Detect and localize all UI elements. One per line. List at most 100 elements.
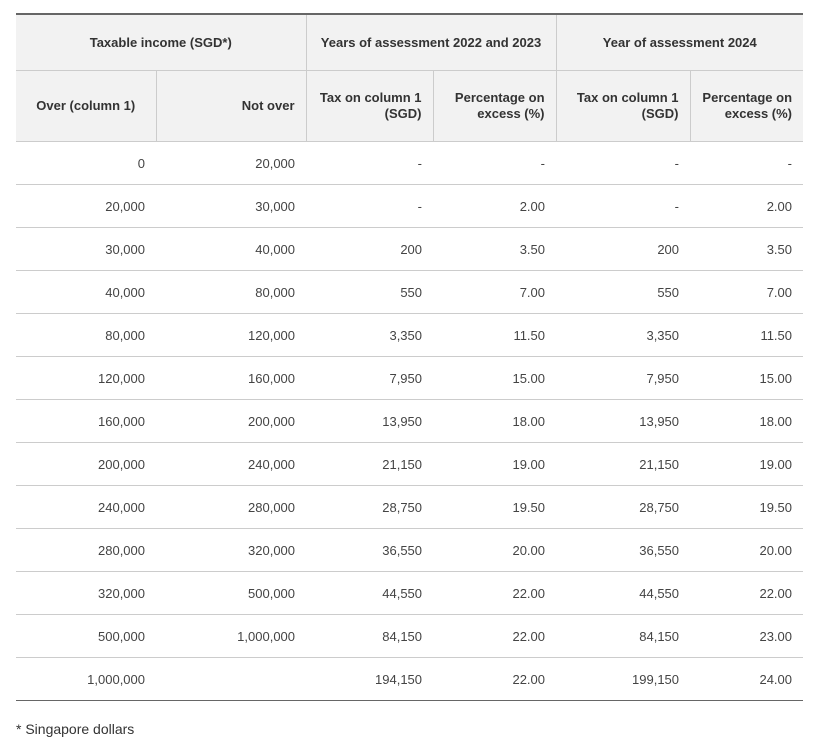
- cell-tax-2024: -: [556, 184, 691, 228]
- cell-tax-2022-2023: 7,950: [306, 356, 434, 400]
- header-over-column-1: Over (column 1): [16, 70, 157, 142]
- cell-tax-2024: 84,150: [556, 614, 691, 658]
- table-row: 320,000 500,000 44,550 22.00 44,550 22.00: [16, 571, 804, 615]
- footnote: * Singapore dollars: [16, 721, 135, 737]
- cell-over: 1,000,000: [16, 657, 156, 701]
- cell-over: 160,000: [16, 399, 156, 443]
- cell-pct-2022-2023: 19.00: [433, 442, 557, 486]
- cell-pct-2022-2023: 19.50: [433, 485, 557, 529]
- cell-pct-2024: 11.50: [690, 313, 804, 357]
- cell-over: 280,000: [16, 528, 156, 572]
- table-row: 80,000 120,000 3,350 11.50 3,350 11.50: [16, 313, 804, 357]
- header-taxable-income: Taxable income (SGD*): [16, 13, 307, 71]
- cell-not-over: 320,000: [156, 528, 307, 572]
- cell-tax-2024: 28,750: [556, 485, 691, 529]
- cell-not-over: 40,000: [156, 227, 307, 271]
- cell-not-over: [156, 657, 307, 701]
- cell-pct-2024: 7.00: [690, 270, 804, 314]
- cell-tax-2024: 7,950: [556, 356, 691, 400]
- cell-pct-2022-2023: 2.00: [433, 184, 557, 228]
- table-row: 40,000 80,000 550 7.00 550 7.00: [16, 270, 804, 314]
- cell-tax-2024: 21,150: [556, 442, 691, 486]
- cell-tax-2022-2023: 550: [306, 270, 434, 314]
- cell-pct-2022-2023: 20.00: [433, 528, 557, 572]
- cell-not-over: 160,000: [156, 356, 307, 400]
- cell-pct-2024: 22.00: [690, 571, 804, 615]
- cell-pct-2024: 15.00: [690, 356, 804, 400]
- header-tax-on-column-1-2024: Tax on column 1 (SGD): [555, 70, 691, 142]
- header-ya-2024: Year of assessment 2024: [555, 13, 804, 71]
- header-row-group: Taxable income (SGD*) Years of assessmen…: [16, 13, 804, 71]
- cell-pct-2022-2023: -: [433, 141, 557, 185]
- cell-not-over: 80,000: [156, 270, 307, 314]
- cell-not-over: 500,000: [156, 571, 307, 615]
- cell-not-over: 240,000: [156, 442, 307, 486]
- cell-tax-2024: 13,950: [556, 399, 691, 443]
- cell-pct-2024: 23.00: [690, 614, 804, 658]
- cell-not-over: 120,000: [156, 313, 307, 357]
- cell-pct-2024: 20.00: [690, 528, 804, 572]
- table-header: Taxable income (SGD*) Years of assessmen…: [16, 13, 804, 142]
- header-percentage-on-excess-2024: Percentage on excess (%): [689, 70, 804, 142]
- cell-over: 0: [16, 141, 156, 185]
- header-ya-2022-2023: Years of assessment 2022 and 2023: [305, 13, 557, 71]
- cell-pct-2024: 19.00: [690, 442, 804, 486]
- cell-tax-2024: 550: [556, 270, 691, 314]
- header-not-over: Not over: [155, 70, 307, 142]
- cell-tax-2022-2023: 84,150: [306, 614, 434, 658]
- cell-tax-2024: 3,350: [556, 313, 691, 357]
- cell-pct-2022-2023: 11.50: [433, 313, 557, 357]
- cell-tax-2024: 36,550: [556, 528, 691, 572]
- tax-rate-table: Taxable income (SGD*) Years of assessmen…: [16, 13, 804, 701]
- cell-over: 240,000: [16, 485, 156, 529]
- cell-pct-2024: 2.00: [690, 184, 804, 228]
- cell-pct-2022-2023: 7.00: [433, 270, 557, 314]
- cell-tax-2024: 200: [556, 227, 691, 271]
- cell-pct-2022-2023: 15.00: [433, 356, 557, 400]
- cell-pct-2024: 19.50: [690, 485, 804, 529]
- cell-over: 20,000: [16, 184, 156, 228]
- table-row: 30,000 40,000 200 3.50 200 3.50: [16, 227, 804, 271]
- table-row: 160,000 200,000 13,950 18.00 13,950 18.00: [16, 399, 804, 443]
- cell-tax-2022-2023: 44,550: [306, 571, 434, 615]
- table-body: 0 20,000- - - -20,000 30,000-2.00-2.00 30,000 4…: [16, 141, 804, 701]
- cell-pct-2024: -: [690, 141, 804, 185]
- cell-not-over: 200,000: [156, 399, 307, 443]
- cell-over: 200,000: [16, 442, 156, 486]
- table-row: 200,000 240,000 21,150 19.00 21,150 19.00: [16, 442, 804, 486]
- cell-not-over: 30,000: [156, 184, 307, 228]
- cell-tax-2022-2023: 36,550: [306, 528, 434, 572]
- cell-not-over: 280,000: [156, 485, 307, 529]
- header-tax-on-column-1-2022-2023: Tax on column 1 (SGD): [305, 70, 434, 142]
- tax-rate-table-container: Taxable income (SGD*) Years of assessmen…: [16, 13, 804, 701]
- cell-pct-2022-2023: 18.00: [433, 399, 557, 443]
- header-percentage-on-excess-2022-2023: Percentage on excess (%): [432, 70, 557, 142]
- cell-pct-2022-2023: 22.00: [433, 571, 557, 615]
- cell-over: 120,000: [16, 356, 156, 400]
- cell-tax-2022-2023: 3,350: [306, 313, 434, 357]
- cell-over: 30,000: [16, 227, 156, 271]
- cell-tax-2022-2023: 13,950: [306, 399, 434, 443]
- cell-pct-2022-2023: 22.00: [433, 657, 557, 701]
- table-row: 280,000 320,000 36,550 20.00 36,550 20.00: [16, 528, 804, 572]
- cell-pct-2022-2023: 22.00: [433, 614, 557, 658]
- table-row: 120,000 160,000 7,950 15.00 7,950 15.00: [16, 356, 804, 400]
- cell-tax-2022-2023: -: [306, 141, 434, 185]
- cell-over: 320,000: [16, 571, 156, 615]
- cell-not-over: 1,000,000: [156, 614, 307, 658]
- table-row: 1,000,000 194,150 22.00 199,150 24.00: [16, 657, 804, 701]
- cell-tax-2022-2023: 21,150: [306, 442, 434, 486]
- table-row: 240,000 280,000 28,750 19.50 28,750 19.50: [16, 485, 804, 529]
- cell-tax-2024: -: [556, 141, 691, 185]
- cell-tax-2024: 44,550: [556, 571, 691, 615]
- cell-pct-2024: 3.50: [690, 227, 804, 271]
- cell-pct-2024: 18.00: [690, 399, 804, 443]
- cell-over: 40,000: [16, 270, 156, 314]
- table-row: 500,000 1,000,000 84,150 22.00 84,150 23.00: [16, 614, 804, 658]
- cell-tax-2022-2023: 28,750: [306, 485, 434, 529]
- cell-tax-2022-2023: -: [306, 184, 434, 228]
- cell-pct-2024: 24.00: [690, 657, 804, 701]
- header-row-columns: Over (column 1) Not over Tax on column 1…: [16, 70, 804, 142]
- cell-not-over: 20,000: [156, 141, 307, 185]
- cell-over: 80,000: [16, 313, 156, 357]
